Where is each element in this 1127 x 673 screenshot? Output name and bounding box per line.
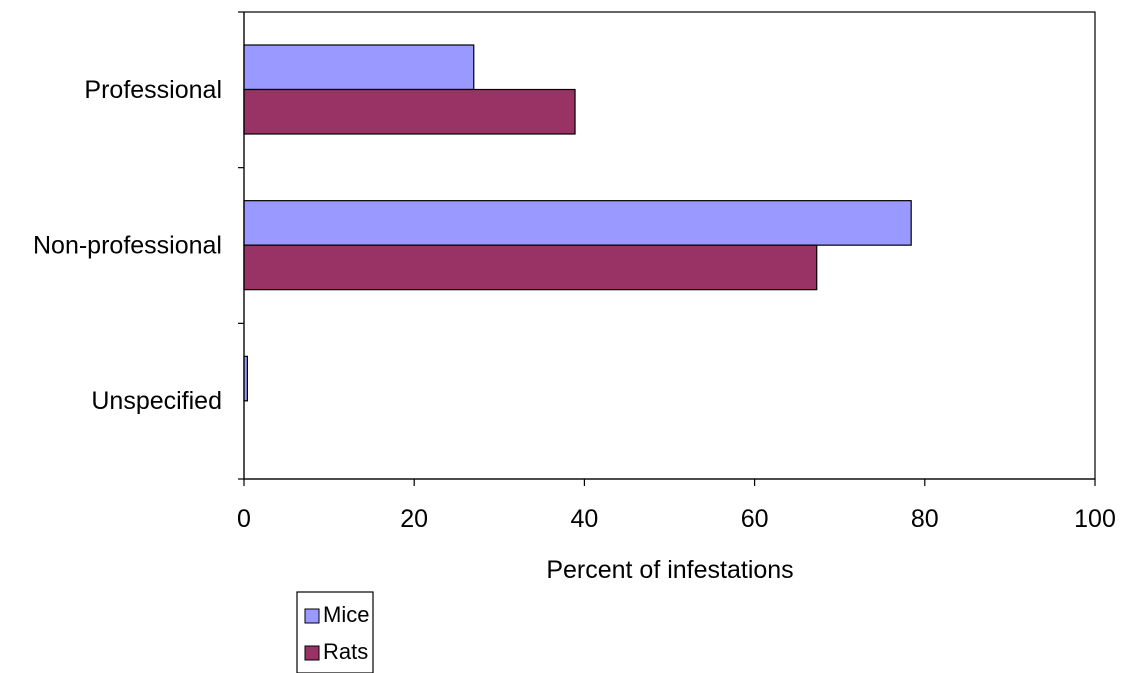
bar-rats-professional	[243, 88, 576, 135]
category-label: Unspecified	[91, 387, 222, 415]
x-axis-title: Percent of infestations	[546, 556, 793, 584]
category-label: Professional	[84, 76, 222, 104]
bar-mice-professional	[243, 44, 475, 91]
x-tick-label: 80	[911, 505, 939, 533]
x-tick-label: 40	[570, 505, 598, 533]
x-tick-label: 20	[400, 505, 428, 533]
x-tick-label: 0	[237, 505, 251, 533]
bar-rats-non-professional	[243, 244, 818, 291]
legend-swatch-mice	[304, 608, 320, 624]
x-tick-label: 60	[741, 505, 769, 533]
legend-label-mice: Mice	[323, 602, 369, 627]
bar-mice-non-professional	[243, 200, 912, 246]
x-tick-label: 100	[1074, 505, 1116, 533]
category-label: Non-professional	[33, 232, 222, 260]
legend-swatch-rats	[304, 645, 320, 661]
legend-label-rats: Rats	[323, 639, 368, 664]
